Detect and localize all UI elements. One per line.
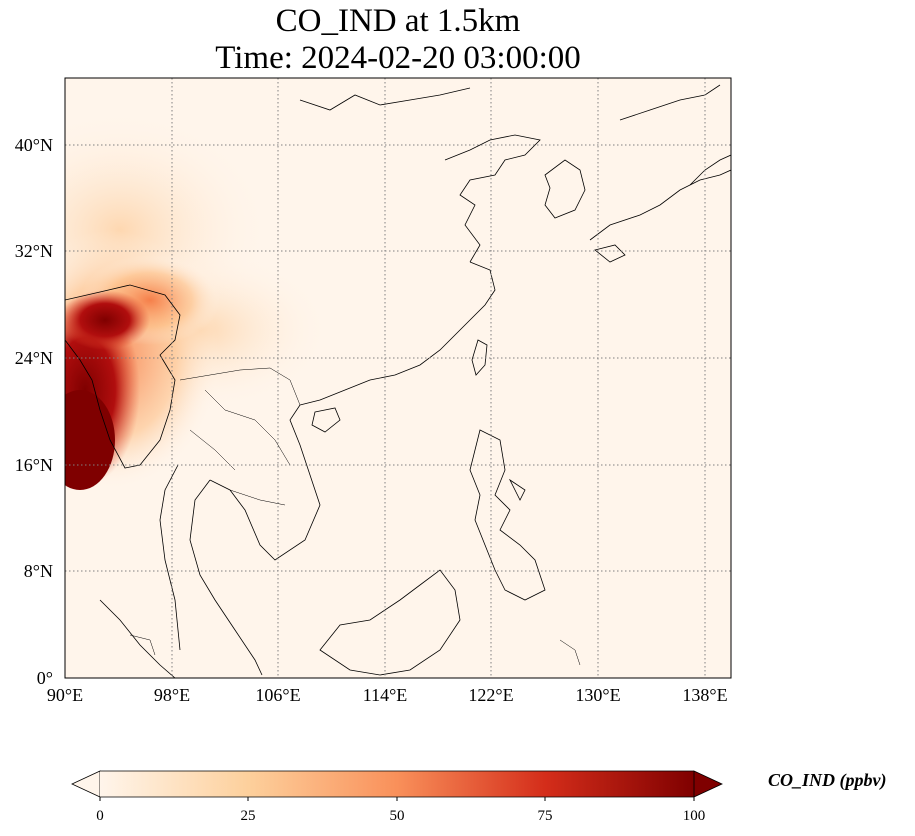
x-tick-label: 130°E [575, 685, 620, 705]
map-title-line2: Time: 2024-02-20 03:00:00 [215, 40, 581, 76]
y-tick-label: 0° [37, 668, 53, 688]
colorbar-label: CO_IND (ppbv) [768, 770, 887, 790]
coastlines [65, 84, 731, 678]
colorbar-tick-label: 50 [390, 808, 405, 824]
x-tick-label: 90°E [47, 685, 83, 705]
y-tick-label: 8°N [24, 561, 53, 581]
x-tick-label: 138°E [682, 685, 727, 705]
colorbar-tick-label: 0 [96, 808, 104, 824]
x-tick-label: 98°E [154, 685, 190, 705]
y-axis-ticks: 0° 8°N 16°N 24°N 32°N 40°N [15, 135, 53, 688]
colorbar-tick-label: 100 [683, 808, 706, 824]
x-axis-ticks: 90°E 98°E 106°E 114°E 122°E 130°E 138°E [47, 685, 728, 705]
map-frame [64, 77, 732, 679]
gridlines [65, 78, 731, 678]
map-title-line1: CO_IND at 1.5km [275, 3, 521, 39]
colorbar-extend-min [71, 770, 101, 798]
x-tick-label: 122°E [468, 685, 513, 705]
colorbar: 0 25 50 75 100 [71, 770, 723, 824]
colorbar-extend-max [693, 770, 723, 798]
x-tick-label: 106°E [255, 685, 300, 705]
x-tick-label: 114°E [363, 685, 408, 705]
y-tick-label: 32°N [15, 241, 53, 261]
colorbar-tick-label: 25 [241, 808, 256, 824]
colorbar-tick-label: 75 [538, 808, 553, 824]
concentration-field [65, 78, 731, 678]
colorbar-gradient [100, 771, 694, 797]
y-tick-label: 40°N [15, 135, 53, 155]
y-tick-label: 16°N [15, 455, 53, 475]
y-tick-label: 24°N [15, 348, 53, 368]
